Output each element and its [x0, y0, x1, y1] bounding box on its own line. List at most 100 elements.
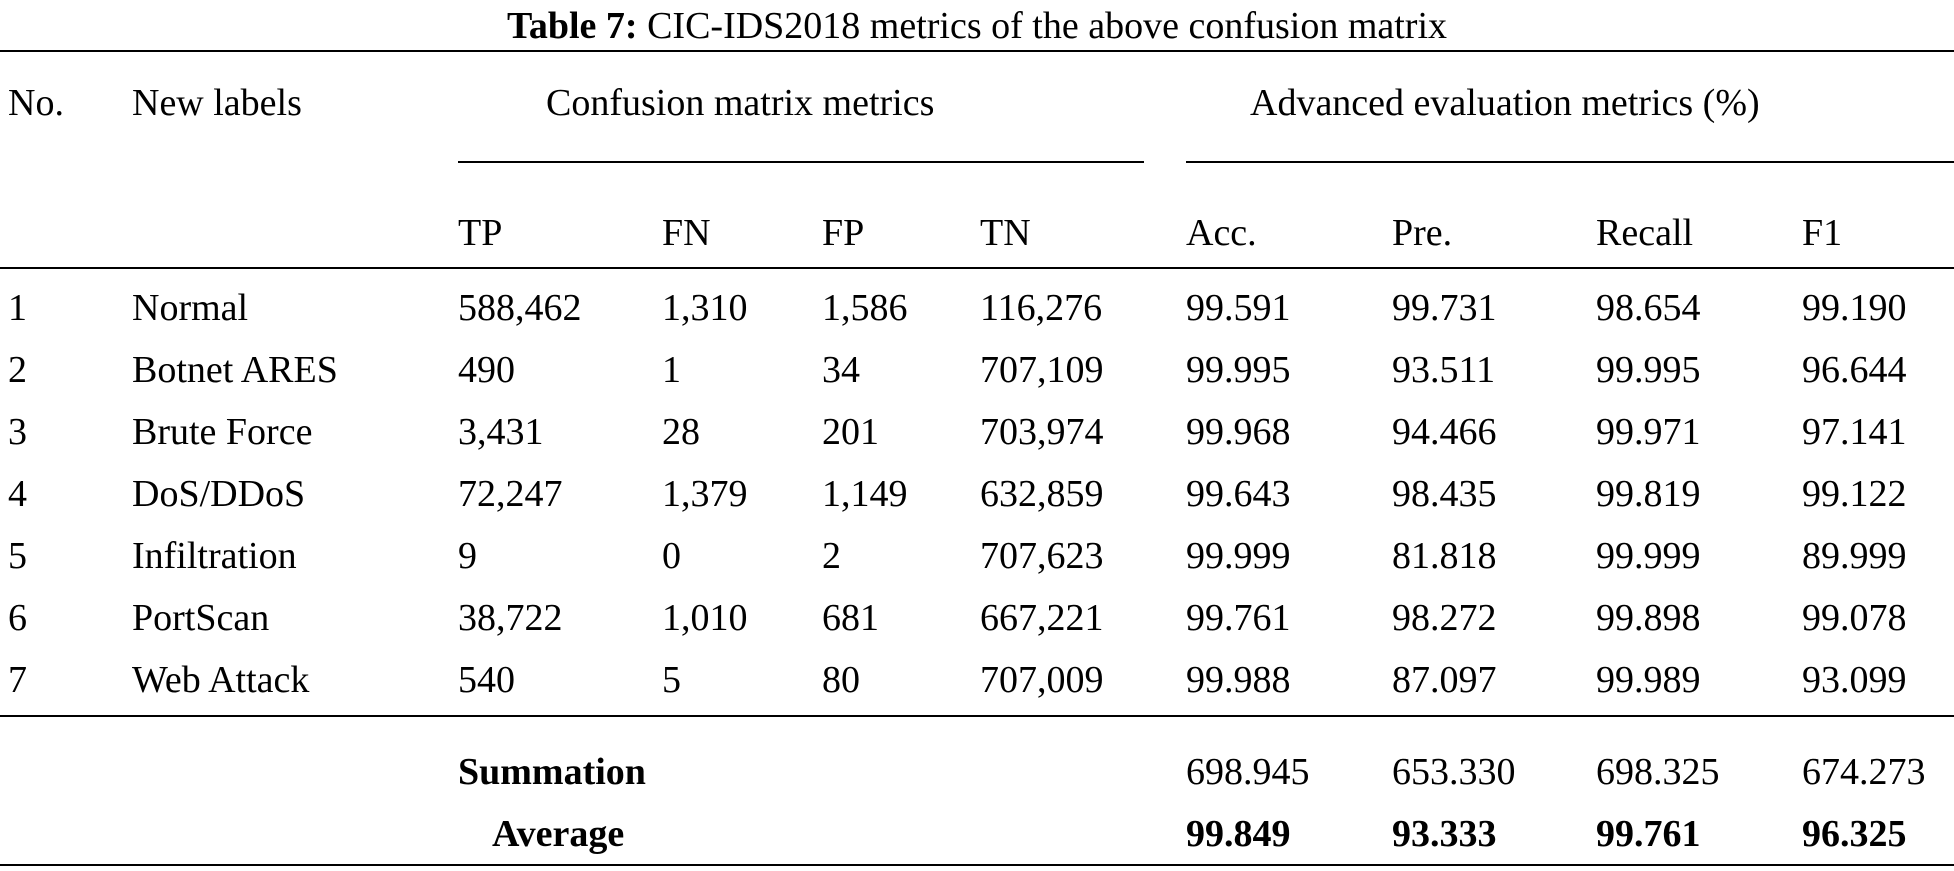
row-5-fp: 2	[822, 535, 841, 577]
row-6-label: PortScan	[132, 597, 270, 639]
row-1-tp: 588,462	[458, 287, 582, 329]
summation-pre: 653.330	[1392, 751, 1516, 793]
row-3-recall: 99.971	[1596, 411, 1701, 453]
row-1-recall: 98.654	[1596, 287, 1701, 329]
row-6-no: 6	[8, 597, 27, 639]
average-label: Average	[492, 813, 625, 855]
caption-text: CIC-IDS2018 metrics of the above confusi…	[647, 5, 1448, 47]
row-6-recall: 99.898	[1596, 597, 1701, 639]
row-5-acc: 99.999	[1186, 535, 1291, 577]
row-3-f1: 97.141	[1802, 411, 1907, 453]
row-5-f1: 89.999	[1802, 535, 1907, 577]
header-confusion-group: Confusion matrix metrics	[546, 82, 935, 124]
row-3-acc: 99.968	[1186, 411, 1291, 453]
row-1-pre: 99.731	[1392, 287, 1497, 329]
row-5-tp: 9	[458, 535, 477, 577]
header-fn: FN	[662, 212, 711, 254]
row-1-label: Normal	[132, 287, 249, 329]
header-f1: F1	[1802, 212, 1843, 254]
row-2-label: Botnet ARES	[132, 349, 338, 391]
confusion-group-rule	[458, 161, 1144, 163]
row-5-tn: 707,623	[980, 535, 1104, 577]
row-6-acc: 99.761	[1186, 597, 1291, 639]
row-5-recall: 99.999	[1596, 535, 1701, 577]
row-1-acc: 99.591	[1186, 287, 1291, 329]
row-6-f1: 99.078	[1802, 597, 1907, 639]
row-3-fn: 28	[662, 411, 700, 453]
row-1-tn: 116,276	[980, 287, 1103, 329]
average-acc: 99.849	[1186, 813, 1291, 855]
row-3-fp: 201	[822, 411, 879, 453]
table-bottom-rule	[0, 864, 1954, 866]
row-7-fp: 80	[822, 659, 860, 701]
top-rule	[0, 50, 1954, 52]
row-5-pre: 81.818	[1392, 535, 1497, 577]
header-recall: Recall	[1596, 212, 1694, 254]
row-2-fp: 34	[822, 349, 860, 391]
row-1-fp: 1,586	[822, 287, 908, 329]
summation-f1: 674.273	[1802, 751, 1926, 793]
row-2-f1: 96.644	[1802, 349, 1907, 391]
row-4-label: DoS/DDoS	[132, 473, 306, 515]
row-2-recall: 99.995	[1596, 349, 1701, 391]
average-f1: 96.325	[1802, 813, 1907, 855]
summation-acc: 698.945	[1186, 751, 1310, 793]
header-tn: TN	[980, 212, 1031, 254]
row-3-tn: 703,974	[980, 411, 1104, 453]
row-6-tp: 38,722	[458, 597, 563, 639]
header-bottom-rule	[0, 267, 1954, 269]
header-new-labels: New labels	[132, 82, 302, 124]
row-6-fn: 1,010	[662, 597, 748, 639]
row-4-recall: 99.819	[1596, 473, 1701, 515]
row-5-fn: 0	[662, 535, 681, 577]
header-tp: TP	[458, 212, 503, 254]
row-7-fn: 5	[662, 659, 681, 701]
row-6-pre: 98.272	[1392, 597, 1497, 639]
header-advanced-group: Advanced evaluation metrics (%)	[1250, 82, 1760, 124]
row-2-acc: 99.995	[1186, 349, 1291, 391]
average-recall: 99.761	[1596, 813, 1701, 855]
row-4-f1: 99.122	[1802, 473, 1907, 515]
row-4-no: 4	[8, 473, 27, 515]
header-acc: Acc.	[1186, 212, 1257, 254]
row-2-pre: 93.511	[1392, 349, 1496, 391]
row-1-f1: 99.190	[1802, 287, 1907, 329]
row-3-pre: 94.466	[1392, 411, 1497, 453]
row-2-no: 2	[8, 349, 27, 391]
row-7-label: Web Attack	[132, 659, 310, 701]
summation-label: Summation	[458, 751, 646, 793]
row-7-pre: 87.097	[1392, 659, 1497, 701]
body-bottom-rule	[0, 715, 1954, 717]
row-4-pre: 98.435	[1392, 473, 1497, 515]
row-4-acc: 99.643	[1186, 473, 1291, 515]
row-5-no: 5	[8, 535, 27, 577]
row-7-acc: 99.988	[1186, 659, 1291, 701]
row-2-tn: 707,109	[980, 349, 1104, 391]
row-7-no: 7	[8, 659, 27, 701]
row-2-fn: 1	[662, 349, 681, 391]
header-no: No.	[8, 82, 64, 124]
row-7-tp: 540	[458, 659, 515, 701]
row-1-no: 1	[8, 287, 27, 329]
caption-label: Table 7:	[506, 5, 638, 47]
summation-recall: 698.325	[1596, 751, 1720, 793]
row-6-tn: 667,221	[980, 597, 1104, 639]
row-6-fp: 681	[822, 597, 879, 639]
row-4-fn: 1,379	[662, 473, 748, 515]
row-7-recall: 99.989	[1596, 659, 1701, 701]
row-3-tp: 3,431	[458, 411, 544, 453]
row-3-no: 3	[8, 411, 27, 453]
row-5-label: Infiltration	[132, 535, 297, 577]
advanced-group-rule	[1186, 161, 1954, 163]
row-3-label: Brute Force	[132, 411, 313, 453]
row-4-tn: 632,859	[980, 473, 1104, 515]
row-1-fn: 1,310	[662, 287, 748, 329]
row-4-tp: 72,247	[458, 473, 563, 515]
table-caption: Table 7: CIC-IDS2018 metrics of the abov…	[0, 2, 1954, 50]
row-2-tp: 490	[458, 349, 515, 391]
average-pre: 93.333	[1392, 813, 1497, 855]
row-4-fp: 1,149	[822, 473, 908, 515]
header-fp: FP	[822, 212, 865, 254]
row-7-tn: 707,009	[980, 659, 1104, 701]
header-pre: Pre.	[1392, 212, 1453, 254]
